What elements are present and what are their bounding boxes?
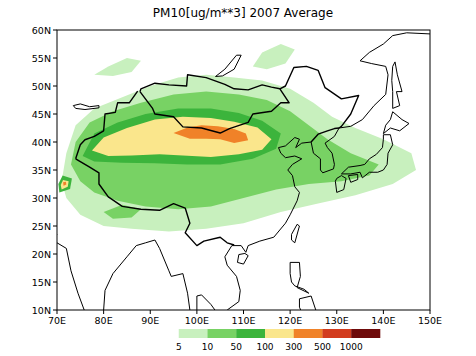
colorbar-box xyxy=(150,329,179,338)
contour-region xyxy=(253,44,295,69)
x-tick-label: 80E xyxy=(95,315,113,326)
colorbar-label: 300 xyxy=(285,342,302,352)
plot-background xyxy=(57,30,430,310)
y-tick-label: 35N xyxy=(32,165,51,176)
coastline xyxy=(57,33,430,310)
x-tick-label: 70E xyxy=(48,315,66,326)
y-tick-label: 45N xyxy=(32,109,51,120)
colorbar-label: 10 xyxy=(202,342,214,352)
y-tick xyxy=(53,282,57,283)
colorbar-label: 50 xyxy=(231,342,243,352)
coastline xyxy=(299,296,320,310)
x-tick-label: 150E xyxy=(418,315,442,326)
coastline xyxy=(335,176,346,193)
coastline xyxy=(392,62,402,108)
y-tick xyxy=(53,226,57,227)
colorbar-box xyxy=(294,329,323,338)
colorbar-label: 5 xyxy=(176,342,182,352)
colorbar-box xyxy=(236,329,265,338)
contour-region xyxy=(92,117,272,157)
coastline xyxy=(73,104,99,110)
coastline xyxy=(341,135,392,178)
coastline xyxy=(237,253,248,264)
colorbar-box xyxy=(208,329,237,338)
country-border xyxy=(140,75,289,133)
colorbar-box xyxy=(179,329,208,338)
y-tick-label: 60N xyxy=(32,25,51,36)
x-tick-label: 110E xyxy=(231,315,255,326)
x-tick-label: 120E xyxy=(278,315,302,326)
y-tick-label: 30N xyxy=(32,193,51,204)
x-tick-label: 100E xyxy=(185,315,209,326)
colorbar-label: 100 xyxy=(256,342,273,352)
country-border xyxy=(280,66,359,128)
x-tick xyxy=(243,310,244,314)
country-border xyxy=(311,128,339,142)
y-tick xyxy=(53,114,57,115)
colorbar-label: 1000 xyxy=(340,342,363,352)
colorbar-label: 500 xyxy=(314,342,331,352)
x-tick xyxy=(150,310,151,314)
plot-area xyxy=(57,33,430,310)
y-tick xyxy=(53,58,57,59)
colorbar-box xyxy=(323,329,352,338)
y-tick-label: 40N xyxy=(32,137,51,148)
x-tick xyxy=(57,310,58,314)
country-border xyxy=(76,159,235,246)
contour-region xyxy=(61,180,69,190)
contour-region xyxy=(62,75,416,232)
coastline xyxy=(216,55,242,76)
y-tick xyxy=(53,310,57,311)
x-tick xyxy=(103,310,104,314)
y-tick xyxy=(53,198,57,199)
coastline xyxy=(383,112,409,134)
contour-region xyxy=(71,92,379,210)
y-tick xyxy=(53,170,57,171)
y-tick xyxy=(53,30,57,31)
plot-frame xyxy=(57,30,430,310)
coastline xyxy=(292,224,300,242)
y-tick-label: 25N xyxy=(32,221,51,232)
coastline xyxy=(290,262,309,293)
contour-region xyxy=(63,182,66,186)
map-chart: PM10[ug/m**3] 2007 Average 70E 80E 90E 100E 1… xyxy=(0,0,476,356)
x-tick xyxy=(430,310,431,314)
x-tick-label: 130E xyxy=(325,315,349,326)
colorbar-box xyxy=(265,329,294,338)
coastline xyxy=(348,174,357,182)
x-tick xyxy=(336,310,337,314)
x-tick xyxy=(383,310,384,314)
y-tick xyxy=(53,254,57,255)
x-tick xyxy=(196,310,197,314)
x-tick-label: 140E xyxy=(371,315,395,326)
contour-region xyxy=(94,58,141,76)
contour-region xyxy=(58,176,72,193)
y-tick-label: 50N xyxy=(32,81,51,92)
colorbar-box xyxy=(351,329,380,338)
contour-region xyxy=(174,125,249,143)
y-tick-label: 15N xyxy=(32,277,51,288)
y-tick-label: 10N xyxy=(32,305,51,316)
country-border xyxy=(76,91,138,159)
x-tick xyxy=(290,310,291,314)
y-tick xyxy=(53,142,57,143)
title: PM10[ug/m**3] 2007 Average xyxy=(153,6,333,20)
x-tick-label: 90E xyxy=(141,315,159,326)
y-tick xyxy=(53,86,57,87)
y-tick-label: 20N xyxy=(32,249,51,260)
y-tick-label: 55N xyxy=(32,53,51,64)
